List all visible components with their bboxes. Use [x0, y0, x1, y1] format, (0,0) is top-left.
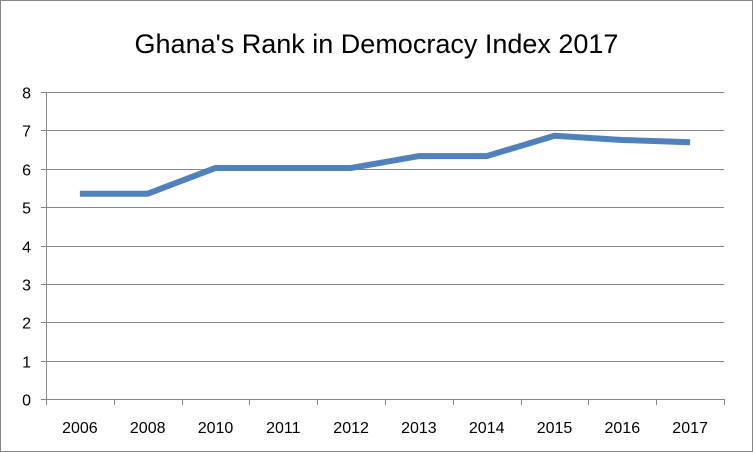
- series-layer: [79, 132, 691, 197]
- y-tick-label: 1: [22, 355, 31, 372]
- y-tick-label: 7: [22, 124, 31, 141]
- tick-labels: 0 1 2 3 4 5 6 7 8 2006 2008 2010 2011 2012 2013 2014 201…: [22, 86, 708, 438]
- x-tick-label: 2016: [605, 420, 641, 437]
- x-tick-label: 2010: [198, 420, 234, 437]
- x-tick-label: 2014: [469, 420, 505, 437]
- x-tick-label: 2012: [333, 420, 369, 437]
- series-line-0: [79, 132, 691, 197]
- y-tick-label: 6: [22, 163, 31, 180]
- x-tick-label: 2008: [130, 420, 166, 437]
- y-tick-label: 2: [22, 316, 31, 333]
- y-tick-label: 4: [22, 240, 31, 257]
- gridlines: [46, 92, 724, 362]
- y-tick-label: 5: [22, 201, 31, 218]
- x-tick-label: 2015: [537, 420, 573, 437]
- chart-title: Ghana's Rank in Democracy Index 2017: [134, 29, 619, 59]
- axes: [41, 92, 725, 405]
- y-tick-label: 8: [22, 86, 31, 103]
- x-tick-label: 2017: [672, 420, 708, 437]
- y-tick-label: 3: [22, 278, 31, 295]
- x-tick-label: 2006: [62, 420, 98, 437]
- x-tick-label: 2011: [266, 420, 301, 437]
- x-tick-label: 2013: [401, 420, 437, 437]
- y-tick-label: 0: [22, 393, 31, 410]
